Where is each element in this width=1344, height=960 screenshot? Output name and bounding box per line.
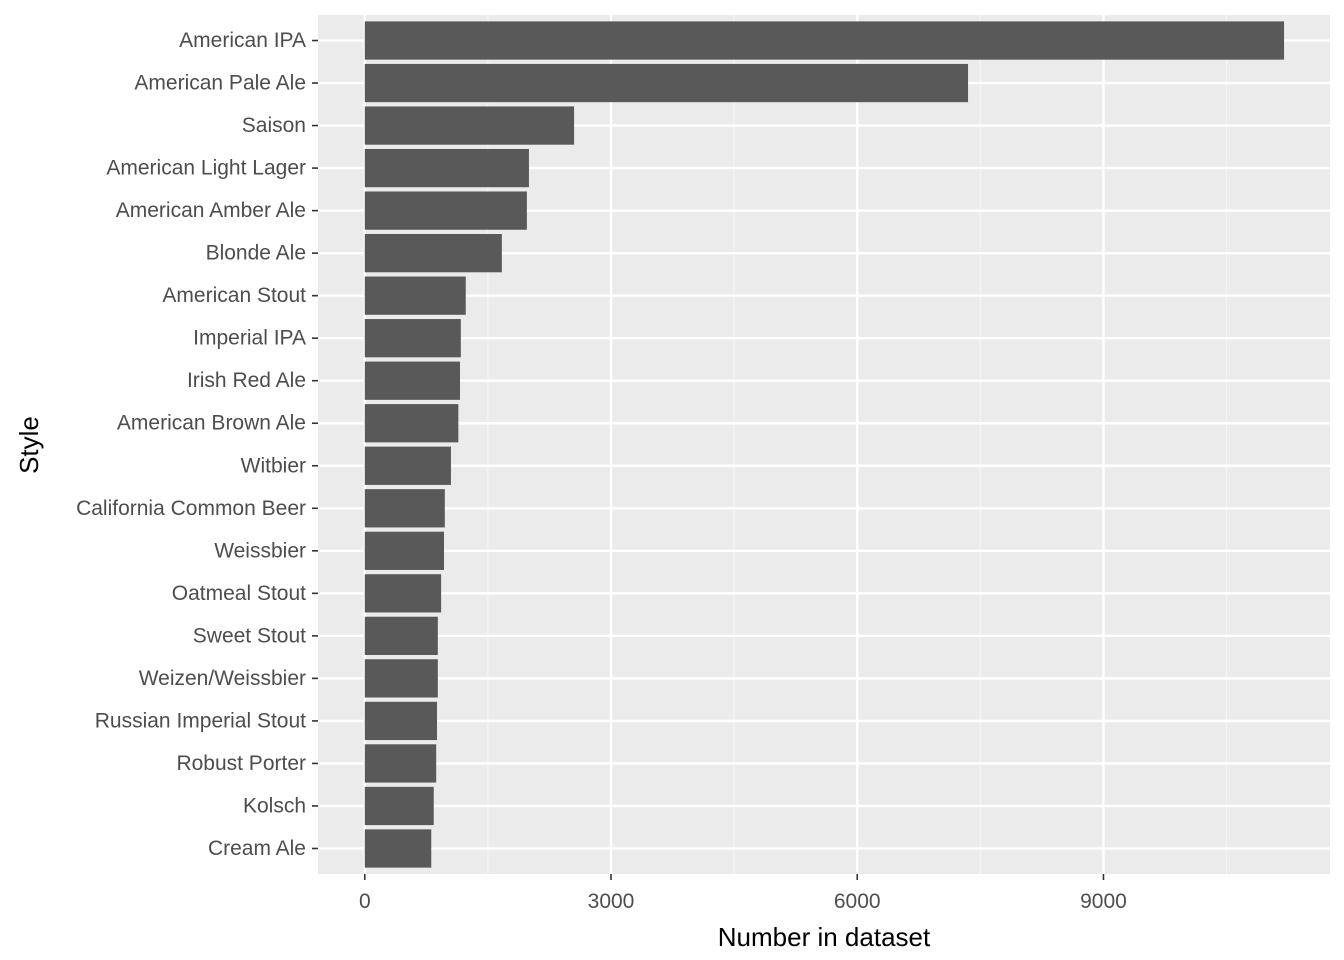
bar (364, 191, 527, 230)
y-axis: American IPA American Pale Ale Saison Ameri… (76, 29, 318, 860)
bar (364, 404, 459, 443)
x-tick-label: 0 (359, 890, 371, 913)
bar (364, 531, 444, 570)
bar (364, 21, 1285, 60)
x-tick-label: 6000 (834, 890, 881, 913)
bar (364, 148, 529, 188)
x-axis-title: Number in dataset (718, 922, 931, 952)
bar (364, 361, 460, 400)
y-tick-label: California Common Beer (76, 497, 306, 520)
y-tick-label: Blonde Ale (206, 242, 306, 265)
bar (364, 489, 445, 528)
bar (364, 276, 466, 315)
y-tick-label: Robust Porter (176, 752, 306, 775)
y-tick-label: Imperial IPA (193, 327, 306, 350)
bar (364, 744, 437, 783)
y-tick-label: Sweet Stout (193, 624, 306, 647)
bar (364, 829, 432, 868)
y-tick-label: American Pale Ale (134, 72, 306, 95)
x-tick-label: 9000 (1080, 890, 1127, 913)
y-tick-label: Cream Ale (208, 837, 306, 860)
bar (364, 234, 502, 273)
y-tick-label: American IPA (179, 29, 306, 52)
bar (364, 701, 438, 741)
x-axis: 0 3000 6000 9000 (359, 874, 1127, 913)
bars (364, 21, 1285, 868)
y-tick-label: Russian Imperial Stout (95, 709, 306, 732)
y-tick-label: American Amber Ale (116, 199, 306, 222)
bar (364, 319, 461, 358)
y-tick-label: American Brown Ale (117, 412, 306, 435)
y-tick-label: Weizen/Weissbier (139, 667, 306, 690)
y-tick-label: Witbier (241, 454, 306, 477)
y-tick-label: Kolsch (243, 794, 306, 817)
bar (364, 106, 575, 145)
y-tick-label: Saison (242, 114, 306, 137)
x-tick-label: 3000 (588, 890, 635, 913)
y-tick-label: Weissbier (214, 539, 306, 562)
y-tick-label: Oatmeal Stout (172, 582, 306, 605)
bar (364, 63, 969, 103)
y-tick-label: Irish Red Ale (187, 369, 306, 392)
y-tick-label: American Light Lager (106, 157, 306, 180)
bar (364, 659, 438, 698)
y-tick-label: American Stout (162, 284, 306, 307)
bar (364, 446, 451, 485)
y-axis-title: Style (14, 416, 44, 474)
bar (364, 786, 434, 826)
bar (364, 574, 442, 613)
bar (364, 616, 438, 655)
